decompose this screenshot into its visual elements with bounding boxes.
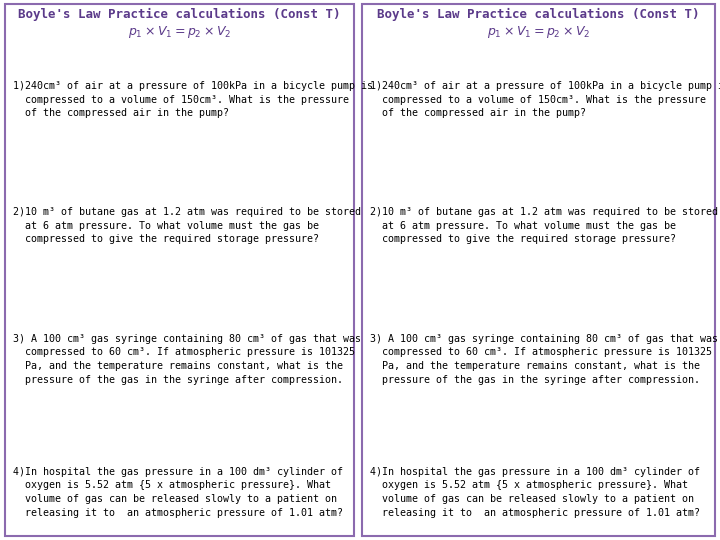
Text: 1)240cm³ of air at a pressure of 100kPa in a bicycle pump is
  compressed to a v: 1)240cm³ of air at a pressure of 100kPa … [13, 81, 373, 118]
Text: $p_1 \times V_1 = p_2 \times V_2$: $p_1 \times V_1 = p_2 \times V_2$ [128, 24, 231, 40]
Text: 3) A 100 cm³ gas syringe containing 80 cm³ of gas that was
  compressed to 60 cm: 3) A 100 cm³ gas syringe containing 80 c… [13, 334, 361, 384]
Text: 2)10 m³ of butane gas at 1.2 atm was required to be stored
  at 6 atm pressure. : 2)10 m³ of butane gas at 1.2 atm was req… [13, 207, 361, 245]
Text: 2)10 m³ of butane gas at 1.2 atm was required to be stored
  at 6 atm pressure. : 2)10 m³ of butane gas at 1.2 atm was req… [370, 207, 718, 245]
Text: 1)240cm³ of air at a pressure of 100kPa in a bicycle pump is
  compressed to a v: 1)240cm³ of air at a pressure of 100kPa … [370, 81, 720, 118]
Text: Boyle's Law Practice calculations (Const T): Boyle's Law Practice calculations (Const… [18, 8, 341, 21]
Text: $p_1 \times V_1 = p_2 \times V_2$: $p_1 \times V_1 = p_2 \times V_2$ [487, 24, 590, 40]
Bar [5, 4, 354, 536]
Text: 4)In hospital the gas pressure in a 100 dm³ cylinder of
  oxygen is 5.52 atm {5 : 4)In hospital the gas pressure in a 100 … [13, 467, 343, 518]
Text: Boyle's Law Practice calculations (Const T): Boyle's Law Practice calculations (Const… [377, 8, 700, 21]
Text: 3) A 100 cm³ gas syringe containing 80 cm³ of gas that was
  compressed to 60 cm: 3) A 100 cm³ gas syringe containing 80 c… [370, 334, 718, 384]
Text: 4)In hospital the gas pressure in a 100 dm³ cylinder of
  oxygen is 5.52 atm {5 : 4)In hospital the gas pressure in a 100 … [370, 467, 700, 518]
Bar [362, 4, 715, 536]
